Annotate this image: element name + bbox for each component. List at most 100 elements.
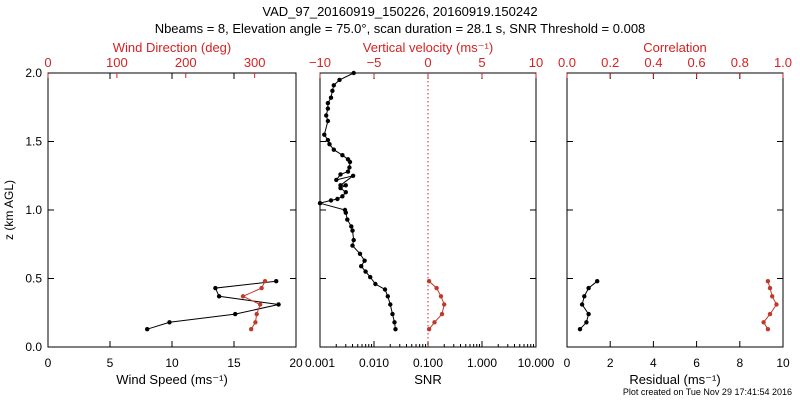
- residual-frame: [566, 72, 784, 348]
- y-tick-label: 1.5: [25, 135, 42, 149]
- wind-bottom-tick-label: 20: [289, 356, 303, 370]
- snr-bottom-tick-label: 1.000: [467, 356, 497, 370]
- wind-bottom-tick-label: 0: [45, 356, 52, 370]
- residual-series-1-point: [767, 311, 773, 317]
- snr-series-0-point: [351, 70, 356, 76]
- y-tick-label: 1.0: [25, 203, 42, 217]
- wind-top-tick-label: 300: [244, 55, 266, 70]
- wind-bottom-axis-label: Wind Speed (ms⁻¹): [116, 372, 228, 387]
- snr-series-0-point: [325, 118, 331, 124]
- snr-bottom-tick-label: 10.000: [518, 356, 555, 370]
- snr-series-0-point: [382, 287, 388, 292]
- wind-series-1-point: [240, 294, 246, 299]
- wind-series-1-point: [259, 285, 264, 291]
- snr-series-1-point: [439, 311, 445, 317]
- snr-bottom-tick-label: 0.010: [359, 356, 389, 370]
- snr-series-0-point: [327, 142, 332, 147]
- snr-series-0-point: [331, 83, 336, 88]
- snr-series-0-point: [340, 153, 345, 158]
- snr-series-0-point: [325, 100, 331, 106]
- snr-series-0-point: [331, 147, 336, 152]
- snr-series-0-point: [325, 106, 331, 111]
- snr-series-0-point: [390, 311, 395, 317]
- residual-series-1-point: [765, 279, 771, 284]
- y-tick-label: 0.0: [25, 340, 42, 354]
- snr-series-0-point: [330, 88, 335, 94]
- snr-series-0-point: [363, 269, 368, 274]
- snr-series-0-point: [373, 281, 378, 287]
- residual-series-0-point: [577, 327, 583, 332]
- snr-series-0-point: [343, 183, 348, 188]
- snr-series-0-point: [343, 190, 348, 195]
- snr-bottom-tick-label: 0.100: [413, 356, 443, 370]
- wind-series-1-point: [254, 311, 259, 317]
- residual-bottom-axis-label: Residual (ms⁻¹): [629, 372, 720, 387]
- wind-series-1-point: [258, 302, 263, 307]
- snr-series-1-point: [432, 320, 437, 325]
- wind-bottom-tick-label: 15: [227, 356, 241, 370]
- snr-series-0-point: [324, 113, 329, 118]
- snr-top-axis-label: Vertical velocity (ms⁻¹): [363, 40, 493, 55]
- wind-series-0-point: [233, 311, 238, 317]
- residual-top-tick-label: 0.8: [731, 55, 749, 70]
- residual-series-0-point: [586, 285, 591, 291]
- snr-series-0-point: [350, 243, 355, 248]
- snr-top-tick-label: 5: [478, 55, 485, 70]
- residual-top-tick-label: 0.0: [558, 55, 576, 70]
- wind-series-0-point: [276, 302, 281, 307]
- residual-top-tick-label: 1.0: [774, 55, 792, 70]
- wind-series-0-point: [167, 320, 172, 325]
- residual-series-0-point: [586, 311, 591, 317]
- snr-series-0-point: [368, 274, 373, 280]
- snr-series-0-point: [317, 201, 323, 206]
- snr-series-0-point: [392, 320, 397, 325]
- snr-series-0-point: [351, 237, 356, 243]
- snr-series-0-point: [335, 196, 340, 202]
- y-axis-label: z (km AGL): [2, 180, 16, 240]
- plot-created-footer: Plot created on Tue Nov 29 17:41:54 2016: [623, 387, 792, 397]
- snr-bottom-tick-label: 0.001: [305, 356, 335, 370]
- residual-top-tick-label: 0.6: [688, 55, 706, 70]
- snr-series-0-point: [359, 264, 364, 269]
- residual-series-0-point: [595, 279, 600, 284]
- wind-bottom-tick-label: 5: [107, 356, 114, 370]
- snr-series-0-point: [345, 169, 351, 174]
- residual-bottom-tick-label: 6: [693, 356, 700, 370]
- wind-top-tick-label: 200: [175, 55, 197, 70]
- snr-series-0-point: [385, 294, 390, 299]
- snr-series-0-point: [347, 165, 352, 170]
- y-tick-label: 2.0: [25, 66, 42, 80]
- y-tick-label: 0.5: [25, 272, 42, 286]
- snr-series-0-point: [343, 210, 348, 215]
- snr-series-0-point: [340, 194, 345, 199]
- residual-series-1-point: [774, 302, 779, 307]
- wind-series-0-point: [274, 279, 279, 284]
- snr-series-1-point: [426, 279, 432, 284]
- residual-series-0-point: [579, 302, 585, 307]
- wind-top-tick-label: 100: [106, 55, 128, 70]
- residual-top-axis-label: Correlation: [643, 40, 707, 55]
- residual-top-tick-label: 0.4: [644, 55, 662, 70]
- residual-bottom-tick-label: 4: [650, 356, 657, 370]
- wind-series-0-point: [213, 285, 218, 291]
- residual-series-1-point: [761, 320, 766, 325]
- residual-bottom-tick-label: 2: [607, 356, 614, 370]
- snr-top-tick-label: 10: [529, 55, 543, 70]
- snr-series-0-point: [337, 77, 342, 83]
- wind-series-1-point: [249, 327, 254, 332]
- snr-series-0-point: [349, 224, 354, 229]
- wind-series-1-point: [262, 279, 268, 284]
- snr-top-tick-label: 0: [424, 55, 431, 70]
- snr-series-0-point: [357, 251, 363, 256]
- residual-series-0-point: [584, 320, 589, 325]
- snr-series-0-point: [322, 132, 327, 137]
- residual-series-1-point: [765, 327, 771, 332]
- residual-bottom-tick-label: 0: [564, 356, 571, 370]
- wind-series-1-point: [253, 320, 258, 325]
- snr-series-1-point: [426, 327, 432, 332]
- wind-top-tick-label: 0: [44, 55, 51, 70]
- snr-series-0-point: [345, 217, 350, 222]
- snr-series-0-point: [350, 173, 356, 178]
- snr-series-0-point: [334, 177, 339, 183]
- wind-series-0-point: [216, 294, 222, 299]
